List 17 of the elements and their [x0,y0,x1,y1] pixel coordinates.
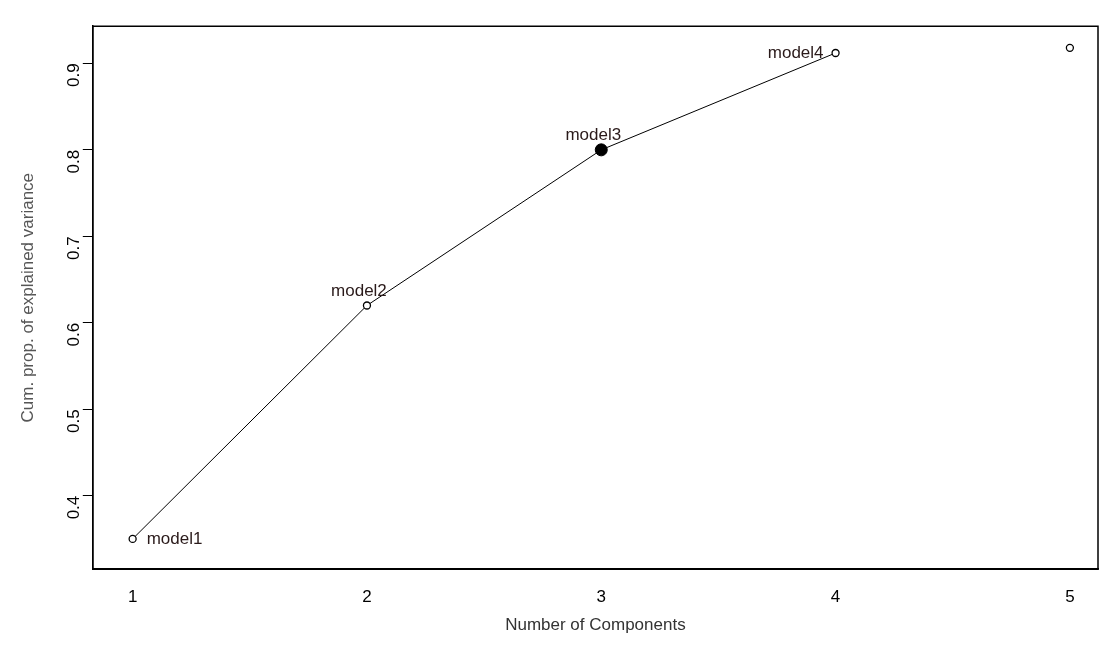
x-tick-label: 4 [830,587,841,607]
annotation: model4 [767,42,824,62]
annotation: model3 [565,125,622,145]
x-tick-label: 5 [1065,587,1075,607]
annotation: model1 [146,528,203,548]
x-tick-label: 1 [127,587,138,607]
y-tick-label: 0.6 [64,322,84,347]
annotation: model2 [331,280,387,300]
y-tick-label: 0.7 [64,236,84,260]
y-tick-label: 0.4 [64,495,84,520]
y-tick-label: 0.5 [64,409,84,433]
x-tick-label: 2 [362,587,372,607]
x-tick-label: 3 [596,587,606,607]
y-tick-label: 0.8 [64,149,84,174]
x-axis-title: Number of Components [505,615,686,635]
y-axis-title: Cum. prop. of explained variance [17,172,37,423]
y-tick-label: 0.9 [64,63,84,88]
